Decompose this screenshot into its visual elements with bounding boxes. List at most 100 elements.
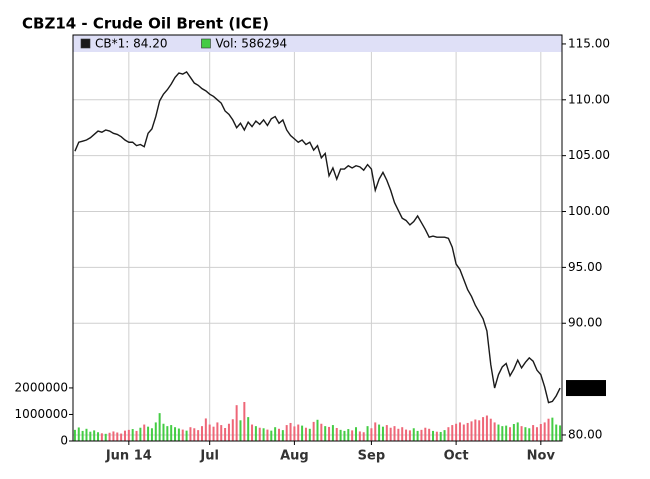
y2-tick-label: 0 [60,434,68,448]
legend-swatch [80,38,91,49]
volume-bar [177,428,180,441]
volume-bar [77,427,80,441]
x-tick-label: Jul [199,449,219,464]
volume-bars [73,401,562,441]
volume-bar [139,427,142,441]
volume-bar [539,424,542,441]
volume-bar [482,417,485,441]
volume-bar [451,425,454,441]
volume-bar [374,422,377,441]
volume-bar [559,425,562,441]
volume-bar [520,426,523,441]
y-tick-label: 90.00 [568,316,602,330]
volume-bar [324,426,327,441]
volume-bar [193,428,196,441]
y2-tick-label: 1000000 [15,407,68,421]
volume-bar [258,427,261,441]
volume-bar [358,431,361,441]
volume-bar [501,426,504,441]
volume-bar [435,431,438,441]
volume-bar [154,422,157,441]
volume-bar [304,427,307,441]
volume-bar [200,426,203,441]
volume-bar [478,420,481,441]
volume-bar [116,432,119,441]
volume-bar [339,429,342,441]
plot-frame [72,34,563,442]
volume-bar [89,431,92,441]
volume-bar [458,422,461,441]
y-tick-label: 115.00 [568,36,610,50]
volume-bar [181,429,184,441]
volume-bar [170,425,173,441]
y2-tick-label: 2000000 [15,380,68,394]
volume-bar [166,426,169,441]
volume-bar [277,428,280,441]
volume-bar [470,421,473,441]
last-price-label: 84.20 [568,381,602,395]
volume-bar [343,430,346,441]
volume-bar [135,430,138,441]
volume-bar [493,422,496,441]
volume-bar [270,430,273,441]
y-tick-label: 100.00 [568,204,610,218]
volume-bar [347,429,350,441]
volume-bar [127,429,130,441]
volume-bar [189,427,192,441]
volume-bar [351,430,354,441]
volume-bar [455,423,458,441]
foreground: 80.00 90.00 95.00 100.00 105.00 110.00 115.00 0… [15,36,610,463]
volume-bar [532,425,535,441]
volume-bar [174,427,177,441]
volume-bar [524,427,527,441]
volume-bar [439,431,442,441]
x-tick-label: Jun 14 [105,449,152,464]
volume-bar [308,428,311,441]
volume-bar [316,419,319,441]
volume-bar [85,428,88,441]
volume-bar [378,424,381,441]
volume-bar [293,426,296,441]
last-price-box [566,380,606,397]
volume-bar [355,427,358,441]
volume-bar [131,429,134,441]
volume-bar [312,421,315,441]
price-line [74,70,561,404]
x-tick-label: Sep [358,449,386,464]
y-tick-label: 95.00 [568,260,602,274]
volume-bar [447,427,450,441]
volume-bar [227,423,230,441]
volume-bar [485,415,488,441]
volume-bar [385,425,388,441]
legend-band [73,35,562,52]
volume-bar [393,426,396,441]
legend-swatch [201,38,211,49]
y-tick-label: 105.00 [568,148,610,162]
volume-bar [162,423,165,441]
volume-bar [443,430,446,441]
volume-bar [81,430,84,441]
x-tick-label: Nov [527,449,556,464]
volume-bar [466,422,469,441]
volume-bar [289,422,292,441]
legend-label: Vol: 586294 [215,37,287,51]
volume-bar [328,426,331,441]
volume-bar [547,418,550,441]
volume-bar [231,419,234,441]
volume-bar [197,430,200,441]
chart-title: CBZ14 - Crude Oil Brent (ICE) [22,15,269,33]
volume-bar [555,424,558,441]
volume-bar [147,426,150,441]
volume-bar [150,428,153,441]
volume-bar [108,432,111,441]
volume-bar [412,428,415,441]
volume-bar [416,430,419,441]
volume-bar [512,424,515,441]
volume-bar [432,430,435,441]
volume-bar [251,424,254,441]
x-tick-label: Oct [444,449,469,464]
volume-bar [73,429,76,441]
volume-bar [266,429,269,441]
volume-bar [220,425,223,441]
volume-bar [112,431,115,441]
